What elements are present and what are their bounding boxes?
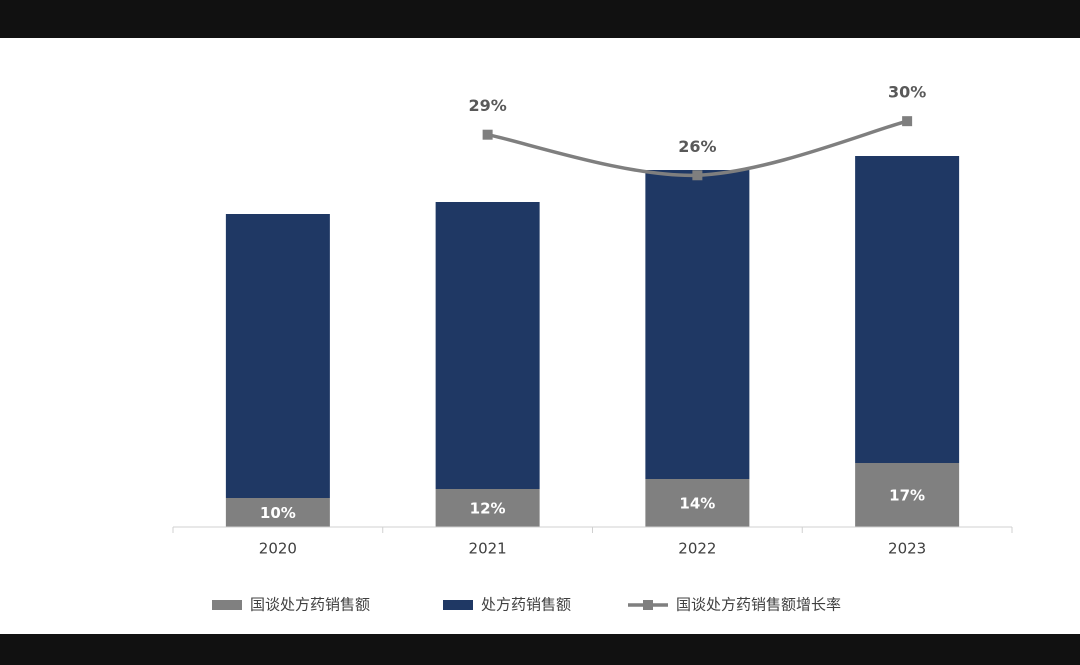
x-tick-label: 2020 (259, 540, 297, 558)
x-tick-label: 2022 (678, 540, 716, 558)
legend-label: 国谈处方药销售额增长率 (676, 596, 841, 614)
bar-segment (645, 479, 750, 527)
x-tick-label: 2023 (888, 540, 926, 558)
bar-segment (225, 214, 330, 498)
bar-segment (855, 463, 960, 527)
data-label: 14% (679, 495, 715, 513)
data-label: 17% (889, 487, 925, 505)
top-band (0, 0, 1080, 38)
data-label: 26% (678, 137, 716, 156)
legend-label: 处方药销售额 (481, 596, 571, 614)
line-marker (482, 129, 493, 140)
line-marker (692, 170, 703, 181)
x-tick-label: 2021 (469, 540, 507, 558)
legend-label: 国谈处方药销售额 (250, 596, 370, 614)
line-marker (902, 116, 913, 127)
bar-segment (645, 170, 750, 479)
legend-swatch (212, 600, 242, 610)
bar-segment (225, 498, 330, 527)
data-label: 12% (470, 500, 506, 518)
data-label: 30% (888, 83, 926, 102)
bar-segment (855, 156, 960, 463)
legend-marker (643, 600, 653, 610)
bar-segment (435, 202, 540, 489)
legend-swatch (443, 600, 473, 610)
bottom-band (0, 634, 1080, 665)
bar-segment (435, 489, 540, 527)
data-label: 29% (468, 96, 506, 115)
data-label: 10% (260, 504, 296, 522)
